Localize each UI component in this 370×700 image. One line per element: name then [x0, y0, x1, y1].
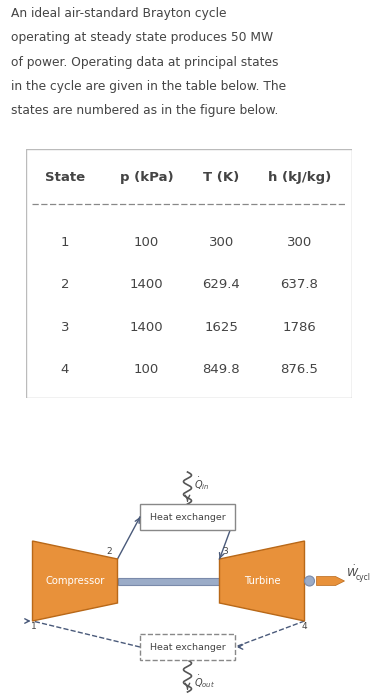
FancyBboxPatch shape: [26, 149, 351, 398]
Text: 3: 3: [222, 547, 228, 556]
Text: Heat exchanger: Heat exchanger: [149, 512, 225, 522]
Circle shape: [305, 576, 314, 586]
Text: State: State: [45, 172, 85, 185]
Text: 3: 3: [61, 321, 69, 334]
Text: 1400: 1400: [130, 321, 163, 334]
Polygon shape: [219, 541, 305, 621]
Text: 4: 4: [61, 363, 69, 376]
Text: Compressor: Compressor: [45, 576, 105, 586]
Text: 1786: 1786: [283, 321, 316, 334]
FancyArrow shape: [316, 577, 344, 585]
Text: 300: 300: [287, 236, 312, 249]
Text: 100: 100: [134, 363, 159, 376]
Text: 1: 1: [61, 236, 69, 249]
FancyBboxPatch shape: [118, 578, 219, 584]
Text: h (kJ/kg): h (kJ/kg): [268, 172, 331, 185]
Text: 849.8: 849.8: [202, 363, 240, 376]
Text: 637.8: 637.8: [280, 279, 318, 291]
Text: states are numbered as in the figure below.: states are numbered as in the figure bel…: [11, 104, 279, 117]
Text: Turbine: Turbine: [244, 576, 280, 586]
Text: 876.5: 876.5: [280, 363, 318, 376]
Text: 629.4: 629.4: [202, 279, 240, 291]
Text: 300: 300: [209, 236, 234, 249]
Text: of power. Operating data at principal states: of power. Operating data at principal st…: [11, 55, 279, 69]
Text: in the cycle are given in the table below. The: in the cycle are given in the table belo…: [11, 80, 286, 93]
Text: 1: 1: [30, 622, 36, 631]
Text: 4: 4: [302, 622, 307, 631]
FancyBboxPatch shape: [140, 634, 235, 660]
Text: Heat exchanger: Heat exchanger: [149, 643, 225, 652]
Text: operating at steady state produces 50 MW: operating at steady state produces 50 MW: [11, 32, 273, 44]
Text: 2: 2: [61, 279, 69, 291]
Text: 100: 100: [134, 236, 159, 249]
Text: T (K): T (K): [203, 172, 239, 185]
Polygon shape: [33, 541, 118, 621]
Text: cycle: cycle: [356, 573, 370, 582]
Text: $\dot{Q}_{out}$: $\dot{Q}_{out}$: [195, 673, 216, 690]
Text: $\dot{Q}_{in}$: $\dot{Q}_{in}$: [195, 475, 210, 493]
Text: 1400: 1400: [130, 279, 163, 291]
Text: p (kPa): p (kPa): [120, 172, 173, 185]
FancyBboxPatch shape: [140, 504, 235, 530]
Text: 2: 2: [107, 547, 112, 556]
Text: 1625: 1625: [204, 321, 238, 334]
Text: An ideal air-standard Brayton cycle: An ideal air-standard Brayton cycle: [11, 7, 226, 20]
Text: $\dot{W}$: $\dot{W}$: [346, 564, 360, 579]
